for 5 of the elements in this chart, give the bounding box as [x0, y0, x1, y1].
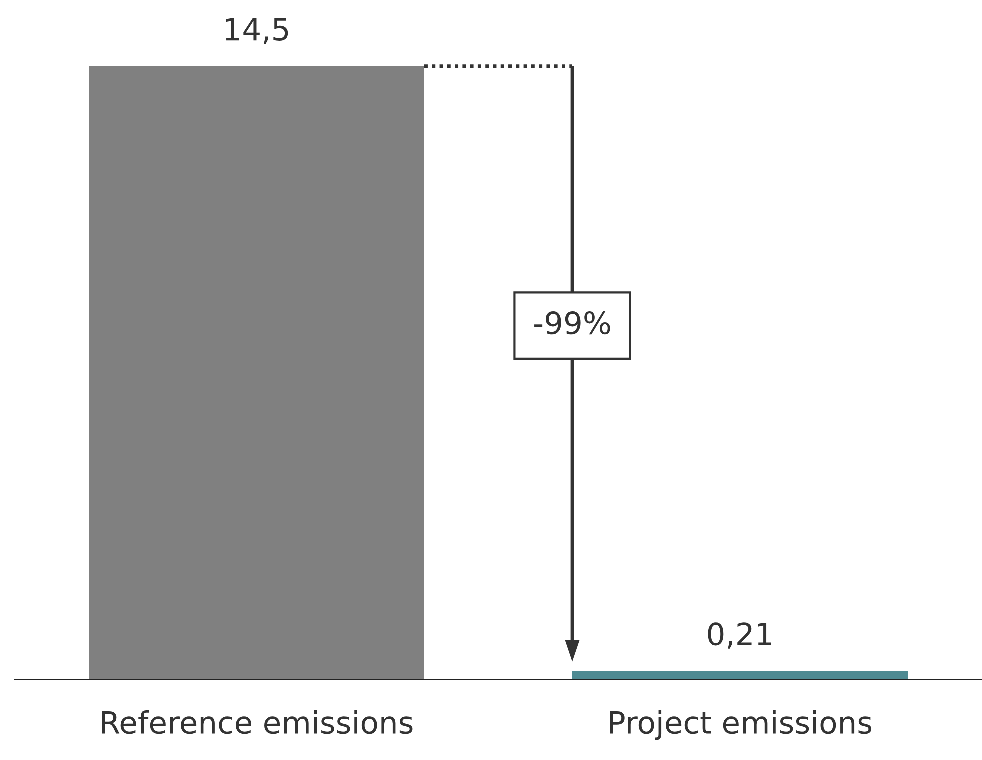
x-tick-label: Reference emissions: [102, 710, 413, 734]
data-label: 0,21: [708, 622, 772, 649]
data-label: 14,5: [226, 18, 288, 44]
annotation: -99%: [534, 312, 610, 335]
x-tick-label: Project emissions: [610, 710, 872, 740]
